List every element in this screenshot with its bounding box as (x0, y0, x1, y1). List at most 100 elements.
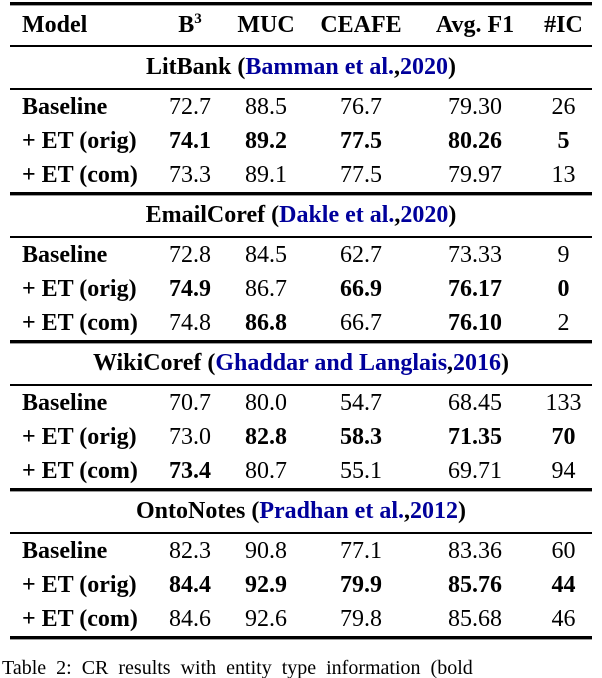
section-title-ontonotes: OntoNotes (Pradhan et al., 2012) (0, 491, 602, 532)
b3-cell: 73.0 (169, 423, 211, 450)
section-title-wikicoref: WikiCoref (Ghaddar and Langlais, 2016) (0, 343, 602, 384)
citation-separator: , (394, 54, 401, 80)
dataset-name: EmailCoref (145, 202, 266, 228)
dataset-name: WikiCoref (92, 350, 202, 376)
citation-year-link[interactable]: 2020 (400, 54, 449, 80)
muc-cell: 80.7 (245, 457, 287, 484)
ceafe-cell: 55.1 (340, 457, 382, 484)
table-row: + ET (com) 73.3 89.1 77.5 79.97 13 (10, 158, 592, 192)
table-row: Baseline 72.7 88.5 76.7 79.30 26 (10, 90, 592, 124)
table-row: Baseline 70.7 80.0 54.7 68.45 133 (10, 386, 592, 420)
b3-cell: 73.3 (169, 161, 211, 188)
citation-open-paren: ( (237, 54, 246, 80)
citation-open-paren: ( (271, 202, 280, 228)
ceafe-cell: 77.5 (340, 161, 382, 188)
table-header-row: Model B3 MUC CEAFE Avg. F1 #IC (10, 5, 592, 45)
citation-link[interactable]: Ghaddar and Langlais (215, 350, 448, 376)
b3-cell: 70.7 (169, 389, 211, 416)
model-cell: + ET (orig) (22, 423, 137, 450)
ic-cell: 13 (551, 161, 576, 188)
ic-cell: 94 (551, 457, 576, 484)
avg-f1-cell: 79.97 (448, 161, 502, 188)
muc-cell: 89.2 (245, 127, 287, 154)
muc-cell: 86.7 (245, 275, 287, 302)
avg-f1-cell: 71.35 (448, 423, 502, 450)
citation-link[interactable]: Dakle et al. (279, 202, 395, 228)
header-ceafe: CEAFE (320, 11, 402, 38)
header-b3: B3 (155, 11, 225, 39)
model-cell: + ET (com) (22, 161, 138, 188)
avg-f1-cell: 85.68 (448, 605, 502, 632)
section-rows-litbank: Baseline 72.7 88.5 76.7 79.30 26 + ET (o… (0, 90, 602, 192)
avg-f1-cell: 80.26 (448, 127, 502, 154)
muc-cell: 90.8 (245, 537, 287, 564)
table-row: + ET (orig) 74.9 86.7 66.9 76.17 0 (10, 272, 592, 306)
ic-cell: 0 (557, 275, 570, 302)
b3-cell: 74.1 (169, 127, 211, 154)
model-cell: + ET (com) (22, 309, 138, 336)
citation-link[interactable]: Pradhan et al. (259, 498, 404, 524)
section-rule (10, 88, 592, 90)
model-cell: + ET (orig) (22, 127, 137, 154)
table-top-rule (10, 2, 592, 5)
section-rows-ontonotes: Baseline 82.3 90.8 77.1 83.36 60 + ET (o… (0, 534, 602, 636)
citation-separator: , (404, 498, 410, 524)
citation-year-link[interactable]: 2016 (453, 350, 502, 376)
model-cell: + ET (orig) (22, 571, 137, 598)
ceafe-cell: 79.8 (340, 605, 382, 632)
ceafe-cell: 79.9 (340, 571, 382, 598)
citation-close-paren: ) (458, 498, 466, 524)
b3-cell: 84.4 (169, 571, 211, 598)
table-row: + ET (com) 73.4 80.7 55.1 69.71 94 (10, 454, 592, 488)
model-cell: + ET (com) (22, 457, 138, 484)
header-model: Model (22, 11, 88, 38)
section-rows-emailcoref: Baseline 72.8 84.5 62.7 73.33 9 + ET (or… (0, 238, 602, 340)
b3-cell: 84.6 (169, 605, 211, 632)
muc-cell: 84.5 (245, 241, 287, 268)
avg-f1-cell: 76.10 (448, 309, 502, 336)
ic-cell: 60 (551, 537, 576, 564)
model-cell: + ET (com) (22, 605, 138, 632)
citation-year-link[interactable]: 2020 (400, 202, 449, 228)
section-title-emailcoref: EmailCoref (Dakle et al., 2020) (0, 195, 602, 236)
header-bottom-rule (10, 45, 592, 47)
citation-link[interactable]: Bamman et al. (245, 54, 395, 80)
section-divider-rule (10, 488, 592, 491)
table-row: + ET (orig) 74.1 89.2 77.5 80.26 5 (10, 124, 592, 158)
header-muc: MUC (237, 11, 295, 38)
section-divider-rule (10, 192, 592, 195)
ceafe-cell: 77.1 (340, 537, 382, 564)
ceafe-cell: 66.9 (340, 275, 382, 302)
table-row: + ET (com) 84.6 92.6 79.8 85.68 46 (10, 602, 592, 636)
model-cell: Baseline (22, 93, 108, 120)
citation-separator: , (447, 350, 454, 376)
ic-cell: 133 (545, 389, 582, 416)
dataset-name: OntoNotes (136, 498, 246, 524)
citation-close-paren: ) (501, 350, 510, 376)
citation-year-link[interactable]: 2012 (410, 498, 458, 524)
ic-cell: 9 (557, 241, 570, 268)
muc-cell: 80.0 (245, 389, 287, 416)
ceafe-cell: 77.5 (340, 127, 382, 154)
b3-cell: 82.3 (169, 537, 211, 564)
muc-cell: 88.5 (245, 93, 287, 120)
section-rule (10, 532, 592, 534)
muc-cell: 86.8 (245, 309, 287, 336)
citation-open-paren: ( (251, 498, 260, 524)
citation-open-paren: ( (207, 350, 216, 376)
header-avg-f1: Avg. F1 (435, 11, 515, 38)
header-ic: #IC (544, 11, 583, 38)
section-rows-wikicoref: Baseline 70.7 80.0 54.7 68.45 133 + ET (… (0, 386, 602, 488)
citation-separator: , (394, 202, 401, 228)
ceafe-cell: 58.3 (340, 423, 382, 450)
muc-cell: 82.8 (245, 423, 287, 450)
b3-cell: 72.8 (169, 241, 211, 268)
ic-cell: 5 (557, 127, 570, 154)
table-caption: Table 2: CR results with entity type inf… (2, 657, 473, 678)
muc-cell: 92.6 (245, 605, 287, 632)
b3-cell: 72.7 (169, 93, 211, 120)
table-row: Baseline 82.3 90.8 77.1 83.36 60 (10, 534, 592, 568)
section-rule (10, 384, 592, 386)
ceafe-cell: 66.7 (340, 309, 382, 336)
avg-f1-cell: 85.76 (448, 571, 502, 598)
